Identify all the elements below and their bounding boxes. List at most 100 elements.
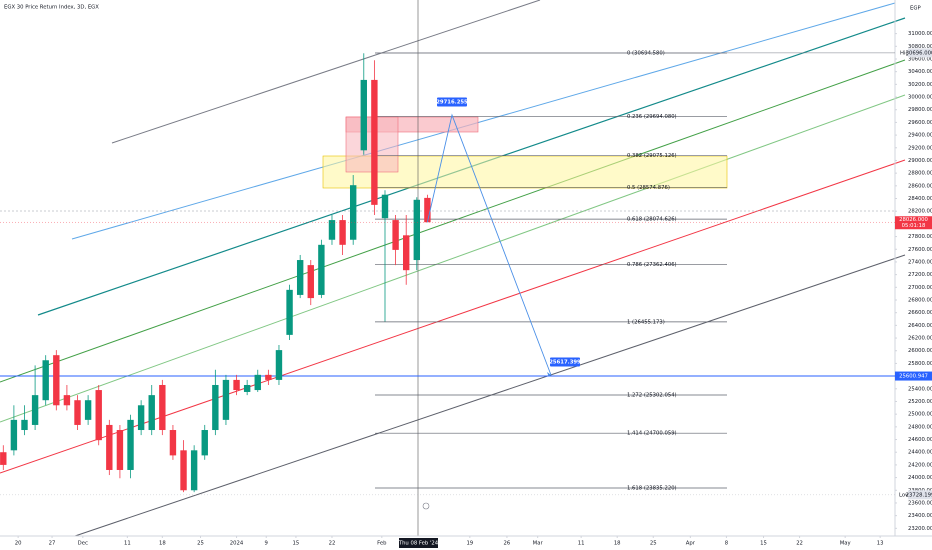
candle-body <box>10 419 18 451</box>
x-tick-label: 9 <box>265 541 268 547</box>
last-price-label: 28026.000 <box>899 217 928 223</box>
y-tick-label: 30400.000 <box>908 69 932 75</box>
candle-body <box>371 79 378 205</box>
y-tick-label: 28800.000 <box>908 171 932 177</box>
x-tick-label: 26 <box>504 541 511 547</box>
y-tick-label: 25000.000 <box>908 412 932 418</box>
last-price-badge <box>895 216 932 230</box>
fib-label: 1.618 (23835.220) <box>627 486 677 492</box>
y-tick-label: 29600.000 <box>908 120 932 126</box>
fib-label: 0.618 (28074.626) <box>627 217 677 223</box>
high-name: High <box>900 50 912 56</box>
fib-label: 0.5 (28574.876) <box>627 185 670 191</box>
fib-label: 0 (30694.580) <box>627 50 665 56</box>
channel-line <box>0 94 906 423</box>
x-tick-label: 20 <box>15 541 22 547</box>
y-tick-label: 29400.000 <box>908 133 932 139</box>
candle-body <box>360 79 367 151</box>
currency-label: EGP <box>910 6 921 12</box>
x-tick-label: 8 <box>725 541 729 547</box>
candle-body <box>137 405 145 431</box>
y-tick-label: 23600.000 <box>908 500 932 506</box>
candle-body <box>63 395 71 406</box>
fib-label: 1.414 (24700.059) <box>627 431 677 437</box>
y-tick-label: 27400.000 <box>908 259 932 265</box>
candle-body <box>212 384 219 431</box>
candle-body <box>127 419 134 470</box>
y-tick-label: 28600.000 <box>908 183 932 189</box>
candle-body <box>84 400 92 420</box>
x-tick-label: May <box>840 541 851 547</box>
candle-body <box>169 430 177 456</box>
high-label: 30696.000 <box>906 50 932 56</box>
x-tick-label: 22 <box>796 541 803 547</box>
arrow-head <box>547 372 551 377</box>
candle-body <box>95 390 102 441</box>
x-tick-label: 18 <box>614 541 621 547</box>
y-tick-label: 31000.000 <box>908 31 932 37</box>
candle-body <box>275 350 283 380</box>
y-tick-label: 24000.000 <box>908 475 932 481</box>
candle-body <box>318 244 325 295</box>
x-tick-label: Apr <box>686 541 696 547</box>
candle-body <box>190 450 198 491</box>
y-tick-label: 23200.000 <box>908 526 932 532</box>
y-tick-label: 24600.000 <box>908 437 932 443</box>
y-tick-label: 30600.000 <box>908 56 932 62</box>
x-tick-label: 11 <box>124 541 131 547</box>
candle-body <box>392 220 399 250</box>
y-tick-label: 24200.000 <box>908 462 932 468</box>
crosshair-time-label: Thu 08 Feb '24 <box>398 541 439 547</box>
y-tick-label: 25800.000 <box>908 361 932 367</box>
y-tick-label: 27800.000 <box>908 234 932 240</box>
candle-body <box>21 419 28 431</box>
fib-label: 1 (26455.173) <box>627 319 665 325</box>
candle-body <box>307 265 314 299</box>
x-tick-label: 22 <box>329 541 336 547</box>
low-badge <box>908 490 932 500</box>
fib-label: 1.272 (25302.054) <box>627 393 677 399</box>
candle-body <box>254 374 261 391</box>
fib-label: 0.236 (29694.080) <box>627 114 677 120</box>
x-tick-label: 19 <box>466 541 473 547</box>
y-tick-label: 28400.000 <box>908 196 932 202</box>
target-box <box>550 357 580 367</box>
candle-body <box>349 185 357 240</box>
y-tick-label: 29800.000 <box>908 107 932 113</box>
horizontal-line-badge <box>895 371 932 381</box>
y-tick-label: 26400.000 <box>908 323 932 329</box>
y-tick-label: 30200.000 <box>908 82 932 88</box>
y-tick-label: 25400.000 <box>908 386 932 392</box>
y-tick-label: 29200.000 <box>908 145 932 151</box>
x-tick-label: 13 <box>877 541 884 547</box>
candle-body <box>159 384 166 431</box>
candle-body <box>201 430 208 456</box>
candle-body <box>233 379 240 391</box>
channel-line <box>111 0 541 144</box>
x-tick-label: 25 <box>650 541 657 547</box>
candle-body <box>180 450 187 491</box>
candle-body <box>413 199 421 261</box>
y-tick-label: 27200.000 <box>908 272 932 278</box>
candle-body <box>424 197 431 223</box>
candle-body <box>53 355 60 406</box>
candle-body <box>148 395 155 431</box>
candle-body <box>296 260 304 295</box>
candle-body <box>403 235 410 271</box>
x-tick-label: 27 <box>49 541 56 547</box>
x-tick-label: 11 <box>578 541 585 547</box>
x-tick-label: 25 <box>197 541 204 547</box>
target-box <box>437 97 467 107</box>
candle-body <box>286 289 293 335</box>
x-tick-label: 2024 <box>230 541 244 547</box>
x-tick-label: 18 <box>159 541 166 547</box>
y-tick-label: 25200.000 <box>908 399 932 405</box>
horizontal-line-label: 25600.947 <box>899 374 928 380</box>
x-tick-label: 15 <box>293 541 300 547</box>
y-tick-label: 26600.000 <box>908 310 932 316</box>
candle-body <box>31 395 39 425</box>
y-tick-label: 24400.000 <box>908 450 932 456</box>
low-name: Low <box>899 492 910 498</box>
candle-body <box>265 374 272 380</box>
candle-body <box>339 220 346 245</box>
